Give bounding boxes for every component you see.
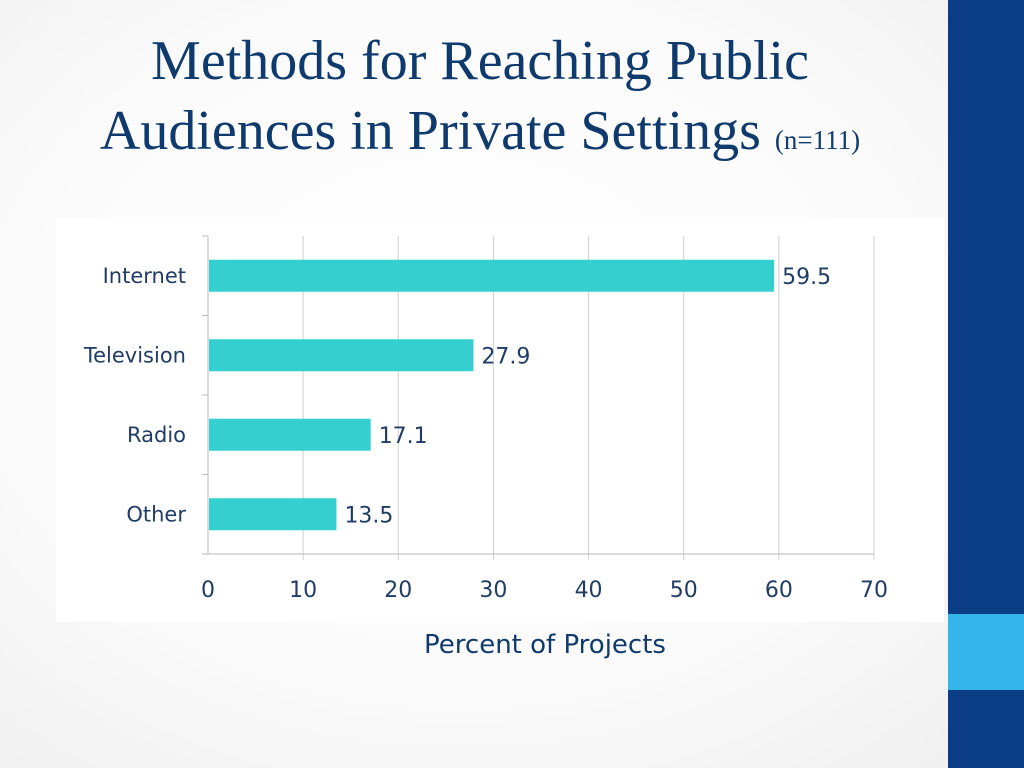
x-tick-label-6: 60 bbox=[765, 578, 793, 603]
bar-radio bbox=[209, 418, 371, 451]
x-tick-label-3: 30 bbox=[479, 578, 507, 603]
x-tick-label-1: 10 bbox=[289, 578, 317, 603]
bar-television bbox=[209, 339, 474, 372]
bar-chart: 0 10 20 30 40 50 60 70 Internet 59.5 Television 27.… bbox=[83, 235, 888, 603]
value-label-other: 13.5 bbox=[344, 503, 393, 528]
x-tick-label-0: 0 bbox=[201, 578, 215, 603]
x-tick-label-2: 20 bbox=[384, 578, 412, 603]
slide-title: Methods for Reaching Public Audiences in… bbox=[20, 26, 940, 175]
right-accent-block bbox=[948, 614, 1024, 690]
chart-panel: 0 10 20 30 40 50 60 70 Internet 59.5 Television 27.… bbox=[56, 218, 944, 622]
x-tick-label-5: 50 bbox=[670, 578, 698, 603]
value-label-radio: 17.1 bbox=[379, 424, 428, 449]
title-line-1: Methods for Reaching Public bbox=[151, 30, 809, 92]
value-label-television: 27.9 bbox=[481, 344, 530, 369]
sample-size-label: (n=111) bbox=[774, 125, 861, 155]
x-axis-label: Percent of Projects bbox=[424, 630, 666, 660]
x-tick-label-7: 70 bbox=[860, 578, 888, 603]
value-label-internet: 59.5 bbox=[782, 265, 831, 290]
category-label-internet: Internet bbox=[103, 264, 186, 288]
category-label-radio: Radio bbox=[127, 423, 186, 447]
category-label-television: Television bbox=[83, 343, 186, 367]
title-line-2: Audiences in Private Settings (n=111) bbox=[20, 96, 940, 175]
bar-other bbox=[209, 498, 337, 531]
title-line-2-text: Audiences in Private Settings bbox=[99, 100, 761, 162]
x-tick-label-4: 40 bbox=[575, 578, 603, 603]
bar-internet bbox=[209, 259, 775, 292]
category-label-other: Other bbox=[126, 502, 186, 526]
